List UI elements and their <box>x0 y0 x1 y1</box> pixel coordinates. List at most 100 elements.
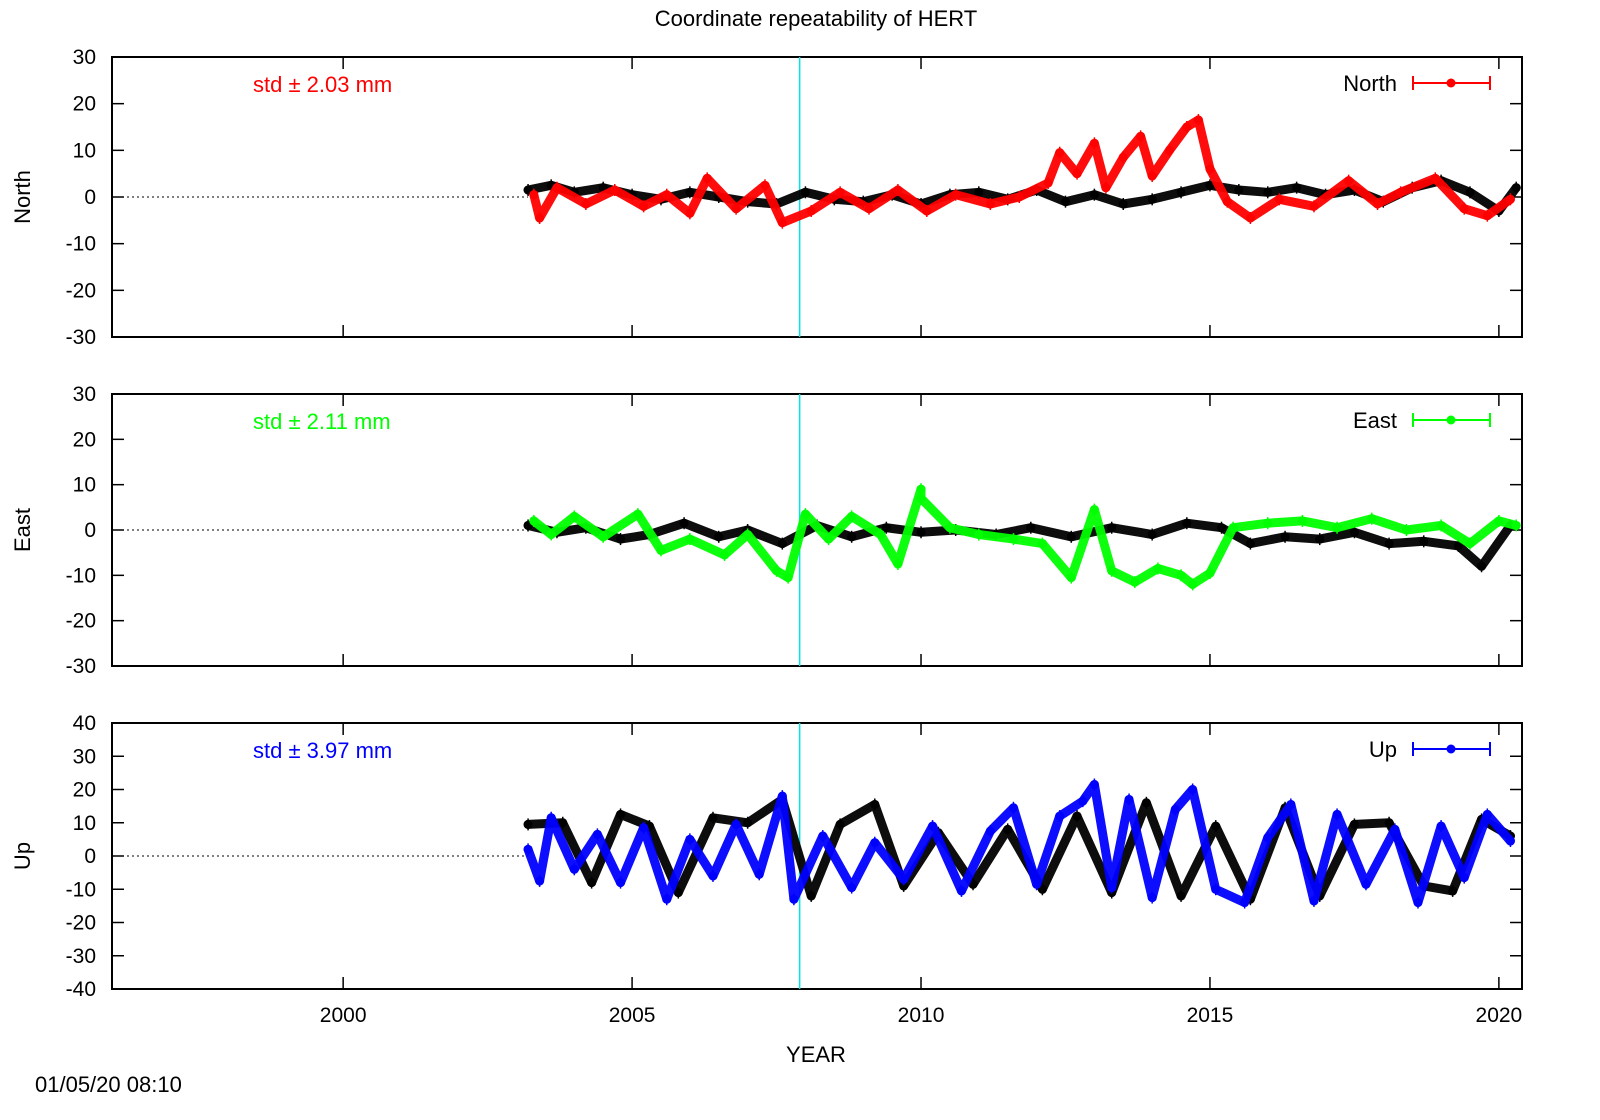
up-filtered-data-point <box>662 894 672 904</box>
north-filtered-data-point <box>1165 145 1174 155</box>
north-y-tick-label: 10 <box>73 139 96 162</box>
north-filtered-data-point <box>985 199 995 209</box>
up-raw-data-point <box>558 818 568 828</box>
north-filtered-data-point <box>1089 138 1099 148</box>
footer-timestamp: 01/05/20 08:10 <box>35 1072 182 1097</box>
up-filtered-data-point <box>708 871 718 881</box>
east-filtered-data-point <box>1188 579 1198 589</box>
north-filtered-data-point <box>731 204 741 214</box>
east-filtered-data-point <box>1228 523 1238 533</box>
east-y-tick-label: -20 <box>66 610 96 633</box>
north-filtered-data-point <box>806 206 816 216</box>
up-filtered-data-point <box>1124 794 1134 804</box>
east-filtered-data-point <box>529 516 539 526</box>
up-raw-data-point <box>743 818 753 828</box>
north-panel: -30 -20 -10 0 10 20 30 std ± 2.03 mm North North <box>10 46 1523 349</box>
up-y-tick-label: 40 <box>73 712 96 735</box>
north-raw-data-point <box>800 187 810 197</box>
east-filtered-data-point <box>1205 568 1215 578</box>
north-filtered-data-point <box>1245 213 1255 223</box>
east-raw-data-point <box>1453 541 1463 551</box>
north-filtered-series-line <box>529 115 1515 228</box>
x-axis-title: YEAR <box>786 1042 846 1067</box>
north-filtered-data-point <box>893 185 903 195</box>
north-filtered-data-point <box>535 213 545 223</box>
up-raw-data-point <box>1176 891 1186 901</box>
east-y-tick-label: 10 <box>73 474 96 497</box>
x-tick-label: 2000 <box>320 1004 367 1027</box>
north-filtered-data-point <box>1222 197 1232 207</box>
east-panel: -30 -20 -10 0 10 20 30 std ± 2.11 mm East East <box>10 383 1523 678</box>
north-raw-data-point <box>1465 187 1475 197</box>
east-raw-data-point <box>1384 539 1394 549</box>
up-raw-data-point <box>806 891 816 901</box>
east-raw-data-point <box>1315 534 1325 544</box>
north-filtered-data-point <box>1482 211 1492 221</box>
east-filtered-data-point <box>945 523 955 533</box>
east-raw-data-point <box>777 539 787 549</box>
up-panel: -40 -30 -20 -10 0 10 20 30 40 std ± 3.97 mm Up Up <box>10 712 1523 1001</box>
north-filtered-data-point <box>685 208 695 218</box>
east-raw-data-point <box>1107 523 1117 533</box>
north-legend-marker <box>1446 78 1456 88</box>
up-filtered-data-point <box>731 819 741 829</box>
north-filtered-data-point <box>610 185 620 195</box>
up-filtered-data-point <box>592 829 602 839</box>
up-filtered-data-point <box>789 894 799 904</box>
up-filtered-data-point <box>569 864 579 874</box>
north-y-tick-label: 30 <box>73 46 96 69</box>
x-tick-label: 2020 <box>1476 1004 1523 1027</box>
east-raw-series-line <box>523 518 1515 571</box>
up-filtered-data-point <box>754 869 764 879</box>
up-raw-data-point <box>673 888 683 898</box>
up-std-label: std ± 3.97 mm <box>253 738 392 763</box>
east-filtered-data-point <box>1332 523 1342 533</box>
north-raw-data-point <box>1176 187 1186 197</box>
north-filtered-data-point <box>1396 187 1406 197</box>
north-filtered-data-point <box>1193 115 1203 125</box>
north-filtered-data-point <box>1147 171 1157 181</box>
north-filtered-data-point <box>777 218 787 228</box>
east-filtered-data-point <box>893 559 903 569</box>
north-y-tick-label: -10 <box>66 233 96 256</box>
east-legend-label: East <box>1353 408 1397 433</box>
east-filtered-data-point <box>1153 564 1163 574</box>
east-filtered-data-point <box>1130 577 1140 587</box>
east-y-tick-label: 0 <box>84 519 96 542</box>
x-axis: 2000 2005 2010 2015 2020 <box>320 1004 1522 1027</box>
east-filtered-data-point <box>569 511 579 521</box>
north-raw-data-point <box>1118 199 1128 209</box>
up-filtered-data-point <box>1482 809 1492 819</box>
east-filtered-data-point <box>656 545 666 555</box>
up-filtered-data-point <box>616 878 626 888</box>
up-filtered-data-point <box>685 834 695 844</box>
east-filtered-data-point <box>1367 514 1377 524</box>
east-raw-data-point <box>1066 532 1076 542</box>
east-filtered-data-point <box>824 534 834 544</box>
east-raw-data-point <box>679 518 689 528</box>
north-raw-data-point <box>1147 194 1157 204</box>
up-filtered-data-point <box>1436 821 1446 831</box>
up-y-tick-label: -20 <box>66 912 96 935</box>
east-filtered-data-point <box>1297 516 1307 526</box>
north-filtered-data-point <box>1309 201 1319 211</box>
north-y-tick-label: -30 <box>66 326 96 349</box>
east-raw-data-point <box>1419 536 1429 546</box>
east-std-label: std ± 2.11 mm <box>253 409 391 434</box>
north-filtered-data-point <box>529 190 539 200</box>
north-filtered-data-point <box>1014 192 1024 202</box>
north-filtered-data-point <box>922 206 932 216</box>
up-raw-data-point <box>899 881 909 891</box>
east-filtered-data-point <box>1436 520 1446 530</box>
north-filtered-data-point <box>1072 169 1082 179</box>
up-raw-data-point <box>708 813 718 823</box>
north-filtered-data-point <box>1205 164 1215 174</box>
east-raw-data-point <box>616 534 626 544</box>
north-y-tick-label: 20 <box>73 93 96 116</box>
east-filtered-data-point <box>1176 570 1186 580</box>
east-filtered-data-point <box>1089 505 1099 515</box>
up-raw-data-point <box>616 809 626 819</box>
up-filtered-data-point <box>899 874 909 884</box>
up-filtered-data-point <box>928 821 938 831</box>
up-filtered-data-point <box>1089 780 1099 790</box>
